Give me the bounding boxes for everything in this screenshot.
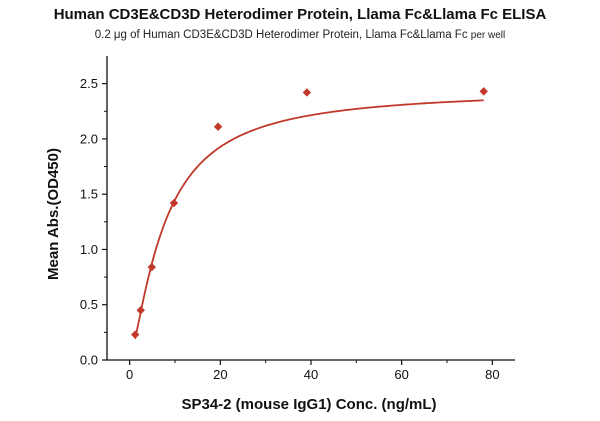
fit-curve (134, 99, 484, 340)
y-tick-label: 2.5 (80, 76, 98, 91)
y-tick-label: 0.5 (80, 297, 98, 312)
axes: 0 20 40 60 80 0.0 0.5 1.0 1.5 2.0 2.5 (80, 56, 515, 382)
data-point (130, 330, 140, 339)
chart-title: Human CD3E&CD3D Heterodimer Protein, Lla… (53, 6, 547, 23)
y-tick-label: 2.0 (80, 131, 98, 146)
data-point (213, 122, 223, 131)
y-tick-label: 1.5 (80, 187, 98, 202)
x-axis-label: SP34-2 (mouse IgG1) Conc. (ng/mL) (181, 396, 436, 413)
chart-subtitle: 0.2 μg of Human CD3E&CD3D Heterodimer Pr… (0, 29, 600, 41)
x-tick-label: 0 (126, 367, 133, 382)
data-point (169, 198, 179, 208)
x-tick-label: 20 (213, 367, 227, 382)
data-point (479, 87, 488, 96)
points-layer (130, 87, 488, 339)
data-point (302, 88, 312, 97)
data-point (147, 262, 156, 272)
x-tick-label: 40 (304, 367, 318, 382)
subtitle-main: 0.2 μg of Human CD3E&CD3D Heterodimer Pr… (94, 29, 468, 41)
x-tick-label: 80 (485, 367, 499, 382)
x-tick-label: 60 (394, 367, 408, 382)
data-point (136, 306, 145, 315)
y-tick-label: 1.0 (80, 242, 98, 257)
subtitle-tail: per well (470, 30, 506, 41)
y-tick-label: 0.0 (80, 353, 98, 368)
fit-curve-layer (134, 99, 484, 340)
y-axis-label: Mean Abs.(OD450) (45, 148, 62, 280)
